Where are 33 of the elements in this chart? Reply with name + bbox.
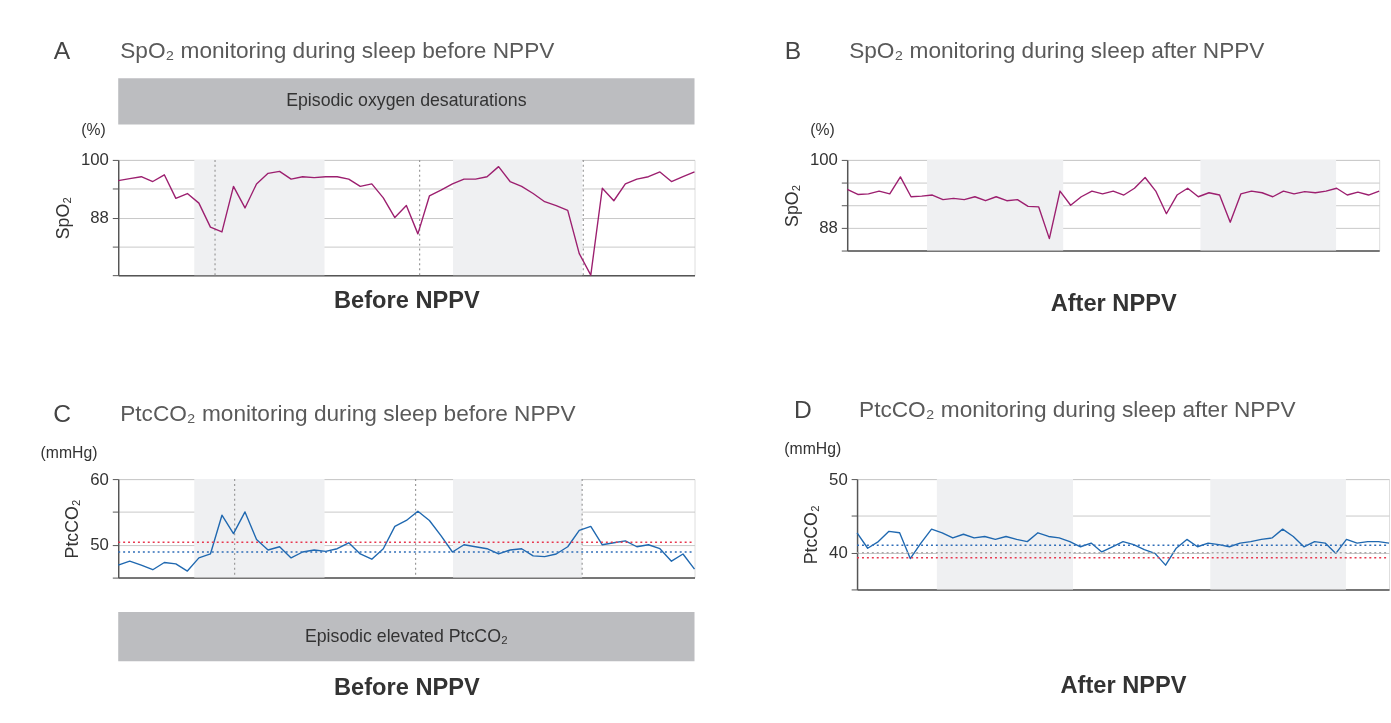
chart-title: PtcCO₂ monitoring during sleep before NPPV [120, 399, 576, 426]
line-series [856, 528, 1390, 566]
y-axis-title: SpO₂ [782, 184, 803, 227]
line-series [846, 176, 1380, 240]
y-axis-title: PtcCO₂ [801, 505, 822, 565]
text: (%) [81, 121, 106, 139]
text: (mmHg) [40, 444, 98, 462]
y-tick-label: 50 [829, 469, 848, 489]
y-tick-label: 50 [90, 535, 109, 555]
y-tick-label: 88 [90, 207, 109, 227]
text: Episodic elevated PtcCO₂ [304, 625, 508, 646]
chart-title: PtcCO₂ monitoring during sleep after NPPV [859, 396, 1296, 423]
x-axis-title: Before NPPV [333, 674, 480, 701]
y-tick-label: 100 [80, 150, 109, 170]
x-axis-title: Before NPPV [333, 287, 480, 314]
x-axis-title: After NPPV [1060, 672, 1187, 699]
y-axis-title: SpO₂ [53, 196, 74, 240]
y-axis-title: PtcCO₂ [62, 499, 83, 559]
text: C [53, 399, 71, 427]
text: B [784, 37, 802, 65]
text: A [53, 37, 71, 65]
chart-title: SpO₂ monitoring during sleep after NPPV [849, 37, 1265, 64]
text: (mmHg) [784, 440, 842, 458]
y-tick-label: 60 [90, 469, 109, 489]
x-axis-title: After NPPV [1050, 290, 1177, 317]
chart-title: SpO₂ monitoring during sleep before NPPV [120, 37, 555, 64]
y-tick-label: 100 [809, 150, 838, 170]
text: Episodic oxygen desaturations [286, 89, 527, 110]
y-tick-label: 88 [819, 218, 838, 238]
text: (%) [810, 121, 835, 139]
text: D [793, 396, 812, 424]
y-tick-label: 40 [829, 543, 848, 563]
line-series [117, 510, 696, 572]
